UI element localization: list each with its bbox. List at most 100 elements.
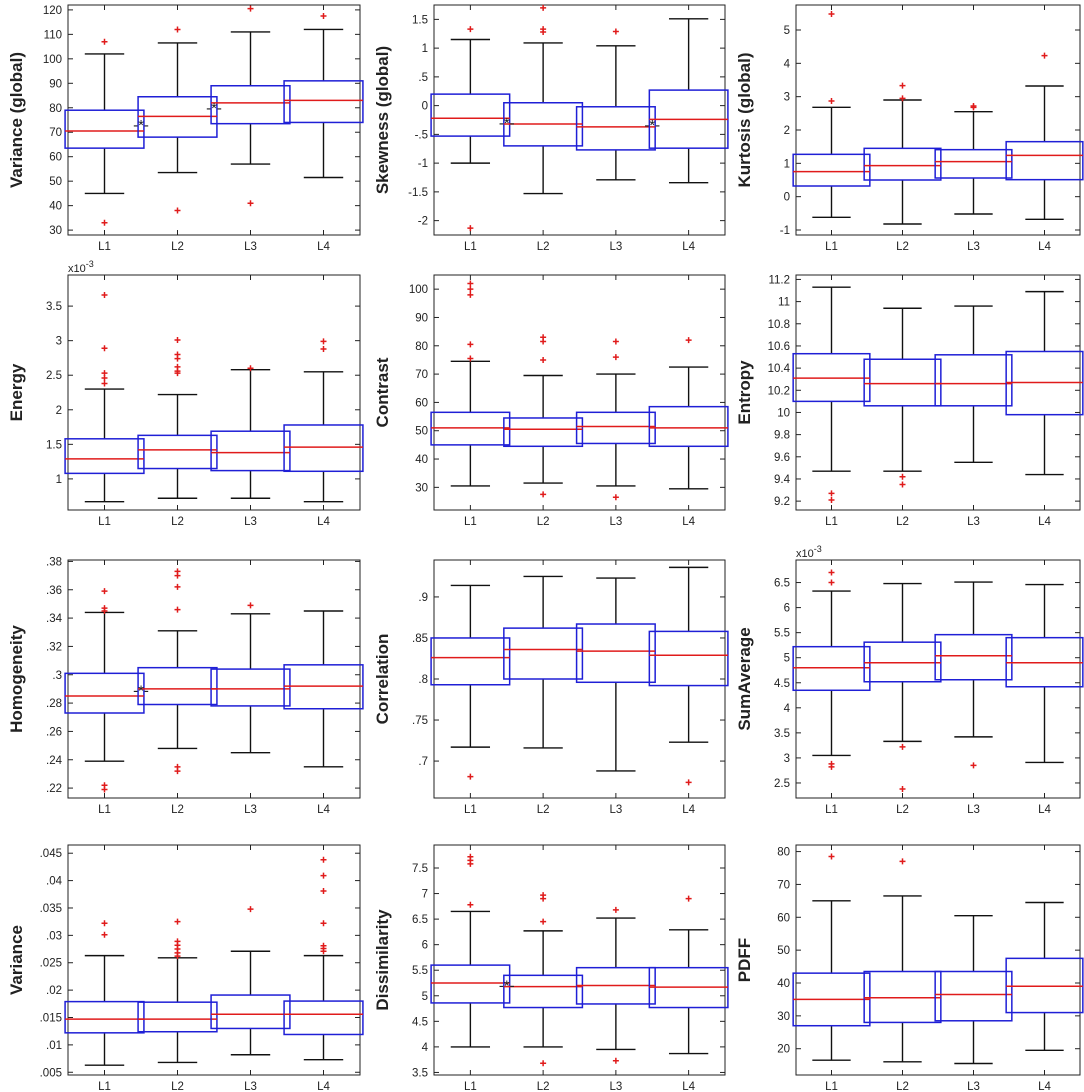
y-tick-label: 9.2 [774,496,790,508]
x-tick-label: L4 [682,1081,695,1092]
box-iqr [575,106,656,151]
y-tick-label: .85 [412,633,428,645]
outlier-marker [467,286,474,293]
y-tick-label: 70 [415,369,428,381]
y-axis-label: Energy [7,363,26,421]
box-L4 [1005,901,1084,1052]
box-L3 [575,338,656,501]
outlier-marker [247,365,254,372]
outlier-marker [828,11,835,17]
outlier-marker [612,354,619,361]
outlier-marker [899,858,906,865]
x-tick-label: L4 [1038,804,1051,816]
box-iqr [1005,957,1084,1014]
y-tick-label: 1.5 [412,14,428,26]
box-L4 [283,610,364,768]
box-L1 [64,292,145,503]
y-tick-label: .28 [46,698,62,710]
box-L3 [934,581,1013,769]
y-tick-label: 5.5 [774,628,790,640]
y-tick-label: .025 [40,958,62,970]
y-tick-label: .24 [46,755,63,767]
box-L2 [503,4,584,195]
box-iqr [934,148,1013,179]
axes-frame [795,4,1081,236]
box-iqr [934,633,1013,681]
y-tick-label: .045 [40,848,62,860]
box-L2 [863,82,942,225]
x-tick-label: L1 [98,1081,111,1092]
outlier-marker [174,768,181,775]
x-tick-label: L3 [609,1081,622,1092]
y-tick-label: 5 [422,991,428,1003]
x-tick-label: L3 [609,804,622,816]
y-tick-label: 120 [43,5,62,17]
box-iqr [137,666,218,706]
box-L4 [1005,290,1084,476]
box-L4 [1005,52,1084,221]
x-tick-label: L1 [825,516,838,528]
outlier-marker [174,572,181,579]
subplot-2: -2 -1.5 -1 -.5 0 .5 1 1.5 L1 L2 L3 L4 Skewness (glob… [373,4,729,253]
box-iqr [863,970,942,1024]
outlier-marker [174,355,181,362]
significance-marker: -*- [133,682,149,699]
box-L3 [934,103,1013,215]
x-tick-label: L2 [537,516,550,528]
y-axis-label: PDFF [735,938,754,982]
y-tick-label: 4 [784,58,791,70]
outlier-marker [467,291,474,298]
y-tick-label: 4 [422,1042,429,1054]
outlier-marker [828,98,835,104]
box-iqr [64,672,145,714]
x-tick-label: L1 [825,804,838,816]
y-tick-label: .38 [46,556,62,568]
x-tick-label: L4 [317,1081,330,1092]
box-iqr [210,430,291,472]
box-iqr [210,994,291,1030]
outlier-marker [174,606,181,613]
outlier-marker [320,872,327,879]
y-tick-label: 10.6 [768,341,790,353]
box-iqr [430,964,511,1004]
y-tick-label: .03 [46,930,62,942]
box-L2 [137,918,218,1064]
outlier-marker [828,853,835,860]
outlier-marker [101,920,108,927]
x-tick-label: L4 [317,804,330,816]
x-tick-label: L2 [896,1081,909,1092]
box-L2 [863,307,942,488]
outlier-marker [899,743,906,750]
box-iqr [792,645,871,692]
box-L3 [210,5,291,207]
outlier-marker [540,491,547,498]
x-tick-label: L1 [98,241,111,253]
outlier-marker [174,336,181,343]
x-tick-label: L2 [171,1081,184,1092]
box-L2 [503,892,584,1067]
exponent-power: -3 [814,544,822,554]
y-axis-label: Homogeneity [7,625,26,733]
y-tick-label: .32 [46,641,62,653]
y-axis-label: Contrast [373,357,392,427]
x-tick-label: L4 [682,516,695,528]
y-tick-label: 90 [415,312,428,324]
x-tick-label: L3 [244,241,257,253]
subplot-8: .7 .75 .8 .85 .9 L1 L2 L3 L4 Correlation [373,559,729,816]
outlier-marker [899,95,906,102]
box-L1 [430,26,511,232]
box-L4 [648,895,729,1055]
box-iqr [503,974,584,1009]
outlier-marker [540,895,547,902]
x-tick-label: L2 [896,516,909,528]
significance-marker: -*- [644,117,660,134]
x-tick-label: L3 [244,1081,257,1092]
box-L3 [575,906,656,1064]
exponent-label: x10-3 [68,259,94,275]
significance-marker: -*- [499,115,515,132]
outlier-marker [320,888,327,894]
outlier-marker [101,345,108,352]
box-L1 [64,588,145,793]
outlier-marker [174,953,181,960]
